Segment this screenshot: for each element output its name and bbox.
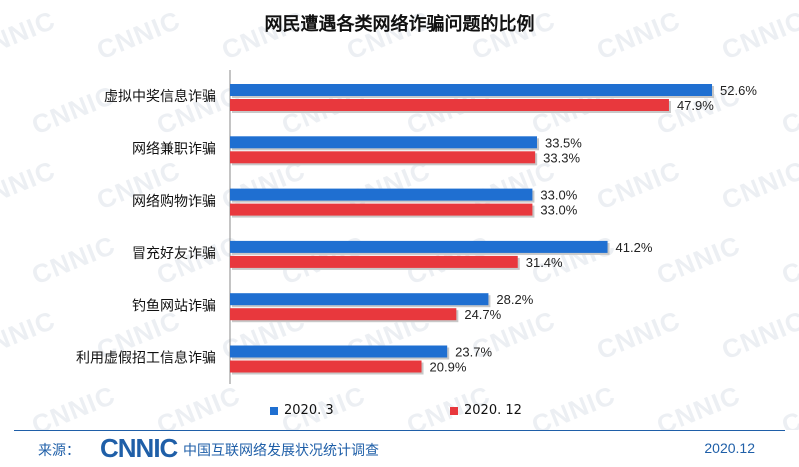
legend-item-series1: 2020. 3: [270, 403, 334, 418]
data-label: 41.2%: [616, 240, 653, 255]
bar-series2: [230, 203, 533, 216]
organization-name: 中国互联网络发展状况统计调查: [183, 443, 379, 459]
bar-series2: [230, 255, 518, 268]
legend-swatch-series2: [450, 406, 458, 415]
bar-series2: [230, 151, 536, 164]
category-label: 冒充好友诈骗: [132, 246, 216, 262]
data-label: 33.3%: [543, 150, 580, 165]
chart-title: 网民遭遇各类网络诈骗问题的比例: [264, 14, 535, 35]
category-label: 网络购物诈骗: [132, 194, 216, 210]
footer: 来源： CNNIC 中国互联网络发展状况统计调查 2020.12: [0, 433, 799, 464]
bars-group: 虚拟中奖信息诈骗 52.6% 47.9% 网络兼职诈骗 33.5%33.3% 网络购物诈骗…: [76, 83, 757, 375]
bar-series1: [230, 188, 533, 201]
data-label: 33.0%: [540, 188, 577, 203]
category-label: 虚拟中奖信息诈骗: [104, 88, 216, 105]
bar-series1: [230, 293, 489, 306]
source-label: 来源：: [38, 443, 80, 459]
data-label: 33.5%: [545, 135, 582, 150]
data-label: 31.4%: [526, 255, 563, 270]
bar-series2: [230, 360, 422, 373]
report-date: 2020.12: [704, 440, 755, 456]
bar-series1: [230, 136, 537, 149]
legend-label-series1: 2020. 3: [284, 403, 334, 418]
legend-swatch-series1: [270, 406, 278, 415]
data-label: 52.6%: [720, 83, 757, 98]
data-label: 24.7%: [464, 307, 501, 322]
category-label: 利用虚假招工信息诈骗: [76, 350, 216, 367]
data-label: 20.9%: [430, 360, 467, 375]
footer-divider: [14, 430, 785, 431]
data-label: 28.2%: [496, 292, 533, 307]
bar-series1: [230, 345, 448, 358]
category-label: 网络兼职诈骗: [132, 141, 216, 157]
data-label: 47.9%: [677, 98, 714, 113]
bar-series1: [230, 84, 713, 96]
bar-chart: 虚拟中奖信息诈骗 52.6% 47.9% 网络兼职诈骗 33.5%33.3% 网络购物诈骗…: [76, 70, 757, 384]
cnnic-logo: CNNIC: [100, 433, 178, 463]
legend-label-series2: 2020. 12: [464, 403, 522, 418]
bar-series1: [230, 240, 608, 253]
bar-series2: [230, 308, 457, 321]
data-label: 33.0%: [540, 203, 577, 218]
bar-series2: [230, 99, 669, 111]
data-label: 23.7%: [455, 345, 492, 360]
category-label: 钓鱼网站诈骗: [132, 297, 216, 314]
legend-item-series2: 2020. 12: [450, 403, 522, 418]
